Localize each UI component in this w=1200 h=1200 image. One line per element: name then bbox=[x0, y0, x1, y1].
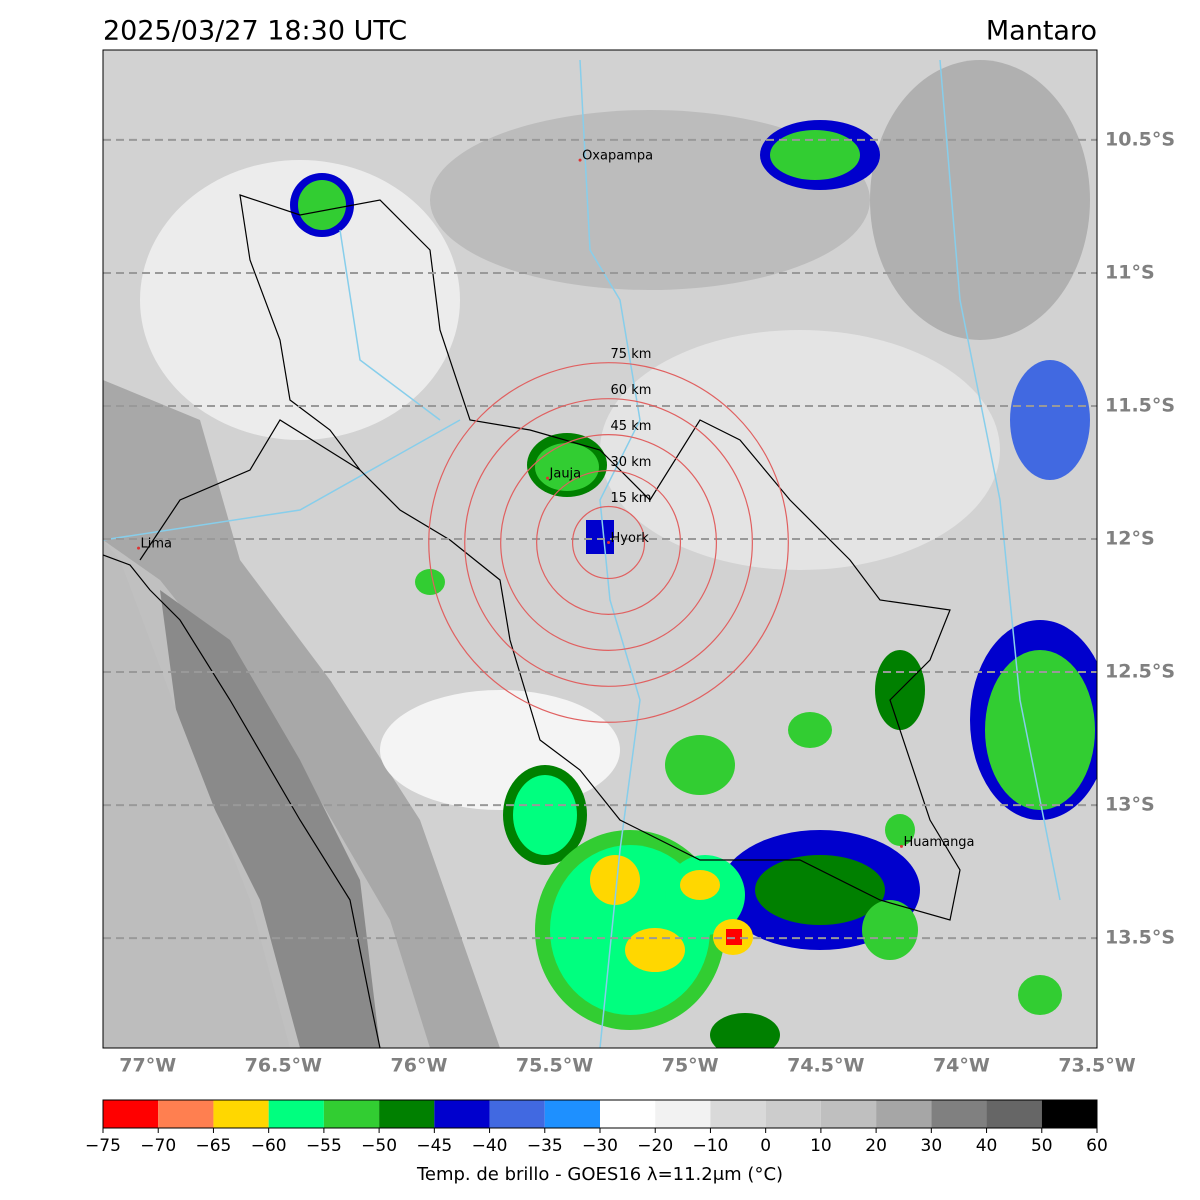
colorbar-tick-label: −35 bbox=[527, 1136, 563, 1156]
city-label: Hyork bbox=[611, 531, 650, 546]
lat-tick-label: 11°S bbox=[1105, 261, 1155, 283]
lat-tick-label: 13°S bbox=[1105, 794, 1155, 816]
title: 2025/03/27 18:30 UTC bbox=[103, 16, 407, 47]
colorbar-tick-label: 50 bbox=[1031, 1136, 1053, 1156]
range-ring bbox=[536, 469, 682, 615]
colorbar-segment bbox=[655, 1100, 711, 1128]
lat-tick-label: 12°S bbox=[1105, 528, 1155, 550]
colorbar-tick-label: 10 bbox=[810, 1136, 832, 1156]
colorbar-tick-label: −60 bbox=[251, 1136, 287, 1156]
city-marker bbox=[578, 158, 582, 162]
colorbar-tick-label: −55 bbox=[306, 1136, 342, 1156]
lon-tick-label: 76.5°W bbox=[245, 1055, 322, 1077]
colorbar-segment bbox=[986, 1100, 1042, 1128]
range-ring bbox=[428, 362, 789, 723]
colorbar-segment bbox=[213, 1100, 269, 1128]
colorbar-tick-label: 0 bbox=[760, 1136, 771, 1156]
ring-label: 60 km bbox=[611, 383, 652, 398]
colorbar-segment bbox=[765, 1100, 821, 1128]
colorbar-segment bbox=[158, 1100, 214, 1128]
colorbar-segment bbox=[544, 1100, 600, 1128]
colorbar-segment bbox=[600, 1100, 656, 1128]
ring-label: 45 km bbox=[611, 419, 652, 434]
colorbar-tick-label: −50 bbox=[361, 1136, 397, 1156]
range-ring bbox=[464, 398, 753, 687]
colorbar-tick-label: −30 bbox=[582, 1136, 618, 1156]
city-label: Jauja bbox=[549, 467, 582, 482]
colorbar-tick-label: −70 bbox=[140, 1136, 176, 1156]
city-label: Oxapampa bbox=[582, 149, 653, 164]
colorbar-segment bbox=[489, 1100, 545, 1128]
ring-label: 15 km bbox=[611, 491, 652, 506]
satellite-image: 15 km 30 km 45 km 60 km 75 km Oxapampa Jauja Hy… bbox=[103, 50, 1097, 1048]
colorbar-segment bbox=[434, 1100, 490, 1128]
colorbar-tick-label: −65 bbox=[195, 1136, 231, 1156]
region: Mantaro bbox=[986, 16, 1097, 47]
colorbar-segment bbox=[931, 1100, 987, 1128]
city-label: Huamanga bbox=[903, 835, 974, 850]
lon-tick-label: 75.5°W bbox=[516, 1055, 593, 1077]
city-marker bbox=[899, 844, 903, 848]
lat-tick-label: 10.5°S bbox=[1105, 128, 1175, 150]
lat-tick-label: 13.5°S bbox=[1105, 927, 1175, 949]
city-label: Lima bbox=[141, 537, 172, 552]
ring-label: 75 km bbox=[611, 347, 652, 362]
colorbar-tick-label: −10 bbox=[692, 1136, 728, 1156]
colorbar-tick-label: −40 bbox=[472, 1136, 508, 1156]
range-ring bbox=[571, 505, 646, 580]
city-marker bbox=[137, 546, 141, 550]
colorbar-label: Temp. de brillo - GOES16 λ=11.2μm (°C) bbox=[416, 1164, 783, 1185]
range-ring bbox=[500, 434, 718, 651]
colorbar-tick-label: 30 bbox=[921, 1136, 943, 1156]
city-marker bbox=[607, 540, 611, 544]
colorbar-tick-label: −75 bbox=[85, 1136, 121, 1156]
map-frame bbox=[102, 49, 1098, 1049]
lon-tick-label: 77°W bbox=[119, 1055, 176, 1077]
lon-tick-label: 74.5°W bbox=[787, 1055, 864, 1077]
colorbar-segment bbox=[820, 1100, 877, 1128]
ring-label: 30 km bbox=[611, 455, 652, 470]
colorbar-segment bbox=[323, 1100, 380, 1128]
colorbar-segment bbox=[268, 1100, 324, 1128]
colorbar-tick-label: −20 bbox=[637, 1136, 673, 1156]
colorbar-segment bbox=[876, 1100, 932, 1128]
lat-tick-label: 11.5°S bbox=[1105, 394, 1175, 416]
colorbar-segment bbox=[379, 1100, 435, 1128]
lon-tick-label: 74°W bbox=[933, 1055, 990, 1077]
colorbar-tick-label: 40 bbox=[976, 1136, 998, 1156]
colorbar-tick-label: −45 bbox=[416, 1136, 452, 1156]
city-marker bbox=[546, 476, 550, 480]
lon-tick-label: 73.5°W bbox=[1058, 1055, 1135, 1077]
lon-tick-label: 75°W bbox=[662, 1055, 719, 1077]
colorbar-tick-label: 60 bbox=[1086, 1136, 1108, 1156]
lon-tick-label: 76°W bbox=[391, 1055, 448, 1077]
colorbar-segment bbox=[710, 1100, 766, 1128]
lat-tick-label: 12.5°S bbox=[1105, 661, 1175, 683]
colorbar-segment bbox=[1041, 1100, 1097, 1128]
colorbar-segment bbox=[103, 1100, 159, 1128]
colorbar-tick-label: 20 bbox=[865, 1136, 887, 1156]
